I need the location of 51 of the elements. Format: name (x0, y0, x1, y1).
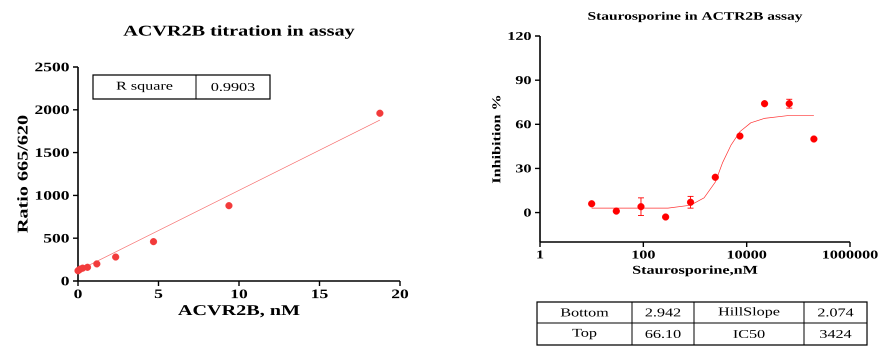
point (637, 203, 645, 210)
point (376, 110, 384, 117)
annotation: R square (116, 82, 172, 92)
y-tick-label: 60 (516, 120, 531, 128)
x-tick-label: 15 (312, 290, 328, 298)
point (612, 208, 620, 215)
text: IC50 (733, 330, 765, 338)
point (736, 132, 744, 140)
point (150, 238, 158, 246)
y-tick-label: 2500 (35, 62, 69, 72)
x-tick-label: 1000000 (823, 250, 878, 259)
point (225, 202, 233, 210)
x-axis-title: Staurosporine,nM (633, 265, 758, 276)
y-tick-label: 0 (61, 276, 69, 286)
point (712, 174, 719, 181)
y-tick-label: 500 (44, 234, 69, 243)
point (588, 200, 596, 208)
point (662, 213, 670, 221)
point (810, 135, 818, 143)
y-tick-label: 30 (516, 164, 531, 172)
text: 66.10 (646, 330, 681, 338)
y-axis-title: Inhibition % (492, 96, 500, 184)
point (93, 260, 100, 268)
text: Top (572, 328, 596, 340)
point (760, 100, 768, 108)
point (686, 198, 694, 206)
x-tick-label: 1 (537, 250, 544, 258)
text: 2.074 (818, 308, 854, 317)
x-axis-title: ACVR2B, nM (178, 305, 300, 318)
x-tick-label: 0 (74, 290, 82, 298)
y-tick-label: 120 (508, 32, 531, 40)
text: Bottom (560, 308, 608, 316)
y-tick-label: 1500 (36, 148, 69, 157)
point (112, 253, 120, 261)
chart-title: ACVR2B titration in assay (123, 25, 354, 39)
y-axis-title: Ratio 665/620 (17, 116, 28, 233)
x-tick-label: 100 (632, 250, 655, 259)
text: 3424 (820, 330, 852, 338)
x-tick-label: 10 (232, 290, 248, 298)
y-tick-label: 90 (516, 76, 531, 84)
x-tick-label: 5 (154, 290, 162, 298)
y-tick-label: 2000 (35, 105, 69, 114)
x-tick-label: 10000 (728, 250, 766, 259)
point (84, 264, 92, 271)
chart-title: Staurosporine in ACTR2B assay (588, 12, 802, 22)
text: 2.942 (646, 308, 680, 317)
text: HillSlope (718, 307, 780, 318)
annotation: 0.9903 (211, 82, 255, 92)
x-tick-label: 20 (392, 290, 408, 298)
y-tick-label: 0 (524, 208, 531, 217)
y-tick-label: 1000 (36, 191, 69, 200)
